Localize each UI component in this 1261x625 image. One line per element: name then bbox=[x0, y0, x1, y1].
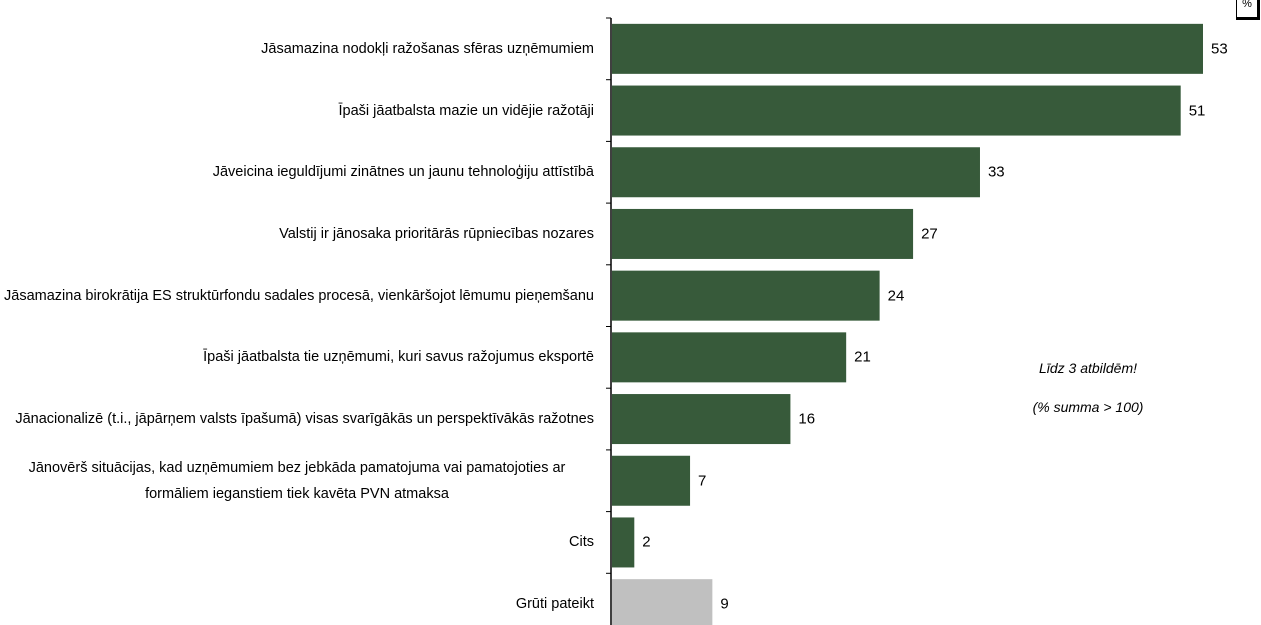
bar bbox=[612, 270, 880, 321]
unit-label: % bbox=[1236, 0, 1260, 20]
category-label: Jāveicina ieguldījumi zinātnes un jaunu … bbox=[0, 159, 594, 185]
label-text: Jānacionalizē (t.i., jāpārņem valsts īpa… bbox=[15, 411, 594, 428]
bar bbox=[612, 332, 847, 383]
value-label: 24 bbox=[887, 287, 905, 305]
label-text: Jānovērš situācijas, kad uzņēmumiem bez … bbox=[28, 459, 566, 502]
category-label: Jāsamazina nodokļi ražošanas sfēras uzņē… bbox=[0, 36, 594, 62]
category-label: Jānacionalizē (t.i., jāpārņem valsts īpa… bbox=[0, 406, 594, 432]
value-label: 33 bbox=[987, 163, 1005, 181]
bar bbox=[612, 394, 791, 445]
value-label: 2 bbox=[642, 533, 651, 551]
label-text: Jāveicina ieguldījumi zinātnes un jaunu … bbox=[212, 164, 594, 181]
category-label: Jāsamazina birokrātija ES struktūrfondu … bbox=[0, 283, 594, 309]
category-label: Cits bbox=[0, 529, 594, 555]
category-label: Īpaši jāatbalsta mazie un vidējie ražotā… bbox=[0, 98, 595, 124]
bar bbox=[612, 579, 713, 625]
label-text: Jāsamazina birokrātija ES struktūrfondu … bbox=[4, 287, 594, 304]
value-label: 27 bbox=[921, 225, 938, 243]
annotation: Līdz 3 atbildēm! bbox=[1038, 360, 1138, 376]
bar bbox=[612, 85, 1181, 136]
value-label: 53 bbox=[1211, 40, 1228, 58]
bar bbox=[612, 147, 980, 198]
category-label: Īpaši jāatbalsta tie uzņēmumi, kuri savu… bbox=[0, 344, 594, 370]
label-text: Valstij ir jānosaka prioritārās rūpniecī… bbox=[279, 225, 594, 242]
value-label: 51 bbox=[1188, 102, 1206, 120]
bar bbox=[612, 23, 1203, 74]
label-text: Grūti pateikt bbox=[515, 596, 594, 613]
label-text: Cits bbox=[569, 534, 594, 551]
value-label: 7 bbox=[698, 472, 707, 490]
bar bbox=[612, 517, 635, 568]
bar bbox=[612, 208, 914, 259]
value-label: 9 bbox=[720, 595, 729, 613]
annotation: (% summa > 100) bbox=[1032, 399, 1144, 415]
category-label: Jānovērš situācijas, kad uzņēmumiem bez … bbox=[0, 455, 594, 507]
bar bbox=[612, 455, 691, 506]
label-text: Īpaši jāatbalsta tie uzņēmumi, kuri savu… bbox=[203, 349, 594, 366]
value-label: 16 bbox=[798, 410, 816, 428]
category-label: Grūti pateikt bbox=[0, 591, 594, 617]
label-text: Jāsamazina nodokļi ražošanas sfēras uzņē… bbox=[261, 40, 594, 57]
category-label: Valstij ir jānosaka prioritārās rūpniecī… bbox=[0, 221, 594, 247]
value-label: 21 bbox=[854, 348, 871, 366]
label-text: Īpaši jāatbalsta mazie un vidējie ražotā… bbox=[338, 102, 595, 119]
